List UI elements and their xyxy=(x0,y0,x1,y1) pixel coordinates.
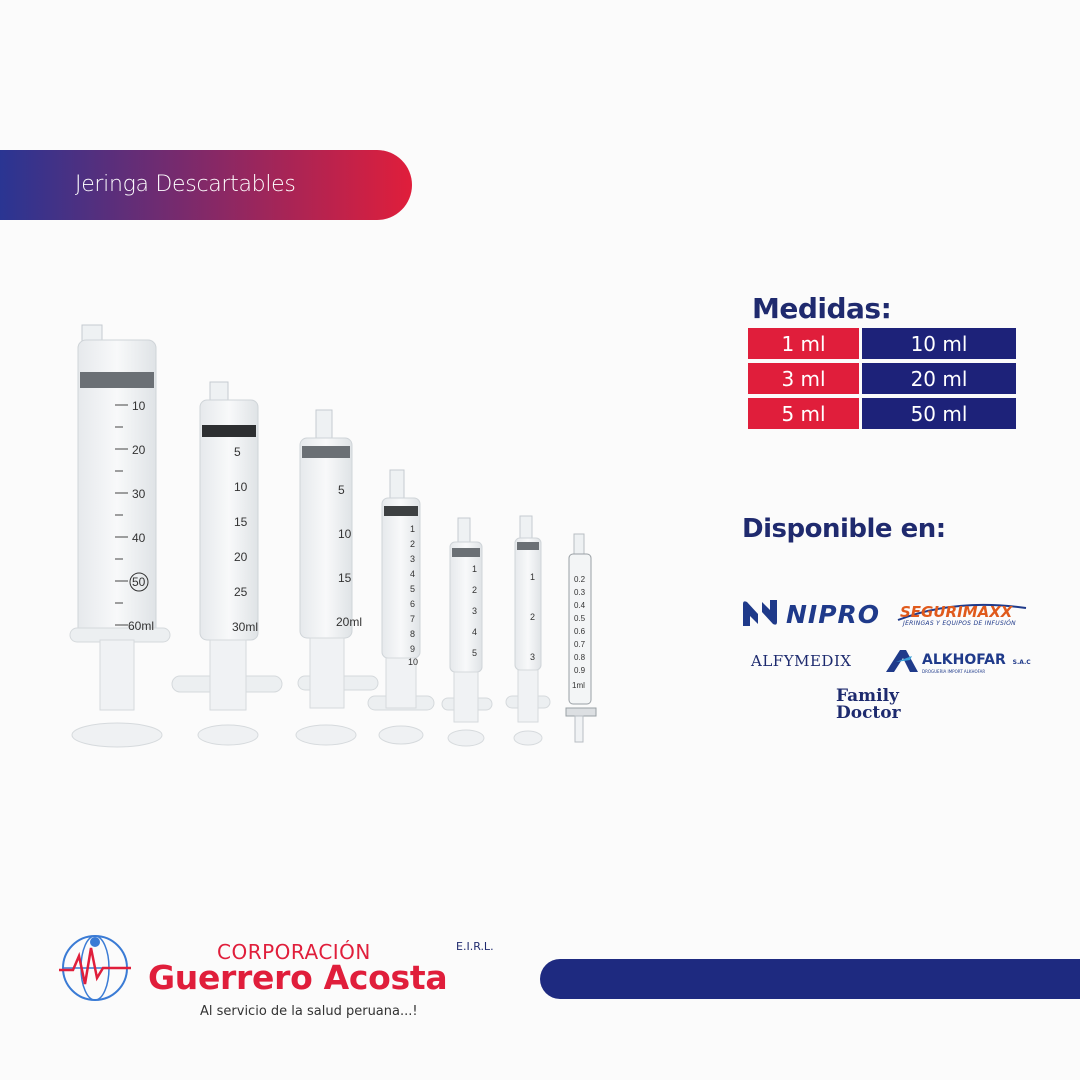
svg-text:1ml: 1ml xyxy=(572,681,585,690)
svg-text:4: 4 xyxy=(410,569,415,579)
syringe-30ml: 5 10 15 20 25 30ml xyxy=(171,381,283,746)
size-cell-1ml: 1 ml xyxy=(748,328,859,359)
svg-text:2: 2 xyxy=(530,612,535,622)
brand-alkhofar-tagline: DROGUERIA IMPORT ALKHOFAR xyxy=(922,669,986,674)
svg-text:40: 40 xyxy=(132,531,146,545)
svg-text:0.8: 0.8 xyxy=(574,653,586,662)
svg-text:20ml: 20ml xyxy=(336,615,362,629)
svg-text:25: 25 xyxy=(234,585,248,599)
size-cell-50ml: 50 ml xyxy=(862,398,1016,429)
svg-text:8: 8 xyxy=(410,629,415,639)
svg-text:6: 6 xyxy=(410,599,415,609)
brand-family-doctor: Family Doctor xyxy=(836,688,901,722)
svg-text:15: 15 xyxy=(234,515,248,529)
company-slogan: Al servicio de la salud peruana...! xyxy=(200,1004,418,1019)
size-cell-20ml: 20 ml xyxy=(862,363,1016,394)
syringe-10ml: 1 2 3 4 5 6 7 8 9 10 xyxy=(367,469,435,745)
brand-family-line1: Family xyxy=(836,686,899,706)
size-cell-3ml: 3 ml xyxy=(748,363,859,394)
disponible-label: Disponible en: xyxy=(742,514,946,544)
svg-text:10: 10 xyxy=(338,527,352,541)
syringe-5ml: 1 2 3 4 5 xyxy=(441,517,493,747)
svg-text:10: 10 xyxy=(132,399,146,413)
title-banner: Jeringa Descartables xyxy=(0,150,412,220)
svg-text:3: 3 xyxy=(530,652,535,662)
size-cell-5ml: 5 ml xyxy=(748,398,859,429)
nipro-logo-icon xyxy=(743,600,777,626)
svg-text:60ml: 60ml xyxy=(128,619,154,633)
svg-text:2: 2 xyxy=(472,585,477,595)
svg-text:1: 1 xyxy=(530,572,535,582)
svg-text:3: 3 xyxy=(410,554,415,564)
brand-alkhofar: ALKHOFAR S.A.C xyxy=(922,652,1031,668)
svg-text:3: 3 xyxy=(472,606,477,616)
svg-text:0.6: 0.6 xyxy=(574,627,586,636)
brand-nipro: NIPRO xyxy=(786,600,881,629)
brand-segurimaxx: SEGURIMAXX xyxy=(900,603,1013,621)
svg-text:50: 50 xyxy=(132,575,146,589)
syringes-image: 10 20 30 40 50 60ml 5 10 15 20 25 xyxy=(69,324,597,748)
svg-text:5: 5 xyxy=(410,584,415,594)
brand-segurimaxx-tagline: JERINGAS Y EQUIPOS DE INFUSIÓN xyxy=(903,620,1016,627)
brand-alkhofar-suffix: S.A.C xyxy=(1012,659,1031,666)
brand-family-line2: Doctor xyxy=(836,703,901,723)
svg-text:7: 7 xyxy=(410,614,415,624)
svg-text:10: 10 xyxy=(234,480,248,494)
alkhofar-logo-icon xyxy=(886,650,918,672)
svg-text:9: 9 xyxy=(410,644,415,654)
brand-alkhofar-name: ALKHOFAR xyxy=(922,652,1006,668)
bottom-accent-bar xyxy=(540,959,1080,999)
svg-text:0.5: 0.5 xyxy=(574,614,586,623)
svg-text:30ml: 30ml xyxy=(232,620,258,634)
brand-alfymedix: ALFYMEDIX xyxy=(751,652,852,670)
banner-title: Jeringa Descartables xyxy=(75,172,296,197)
segurimaxx-swoosh-icon xyxy=(897,603,1027,621)
svg-text:1: 1 xyxy=(472,564,477,574)
svg-text:20: 20 xyxy=(132,443,146,457)
svg-text:2: 2 xyxy=(410,539,415,549)
svg-text:0.4: 0.4 xyxy=(574,601,586,610)
svg-text:15: 15 xyxy=(338,571,352,585)
size-cell-10ml: 10 ml xyxy=(862,328,1016,359)
syringe-1ml: 0.2 0.3 0.4 0.5 0.6 0.7 0.8 0.9 1ml xyxy=(565,533,597,743)
company-suffix: E.I.R.L. xyxy=(456,940,494,953)
svg-text:5: 5 xyxy=(472,648,477,658)
company-globe-logo-icon xyxy=(59,935,131,1001)
syringe-3ml: 1 2 3 xyxy=(505,515,551,746)
svg-text:0.9: 0.9 xyxy=(574,666,586,675)
svg-text:5: 5 xyxy=(338,483,345,497)
syringe-60ml: 10 20 30 40 50 60ml xyxy=(69,324,171,748)
svg-text:5: 5 xyxy=(234,445,241,459)
svg-text:0.3: 0.3 xyxy=(574,588,586,597)
svg-text:0.7: 0.7 xyxy=(574,640,586,649)
medidas-label: Medidas: xyxy=(752,292,892,325)
svg-text:10: 10 xyxy=(408,657,418,667)
company-name: Guerrero Acosta xyxy=(148,958,448,997)
svg-text:30: 30 xyxy=(132,487,146,501)
svg-text:0.2: 0.2 xyxy=(574,575,586,584)
svg-text:20: 20 xyxy=(234,550,248,564)
company-title: CORPORACIÓN xyxy=(217,940,371,964)
syringe-20ml: 5 10 15 20ml xyxy=(295,409,379,746)
svg-text:4: 4 xyxy=(472,627,477,637)
svg-text:1: 1 xyxy=(410,524,415,534)
